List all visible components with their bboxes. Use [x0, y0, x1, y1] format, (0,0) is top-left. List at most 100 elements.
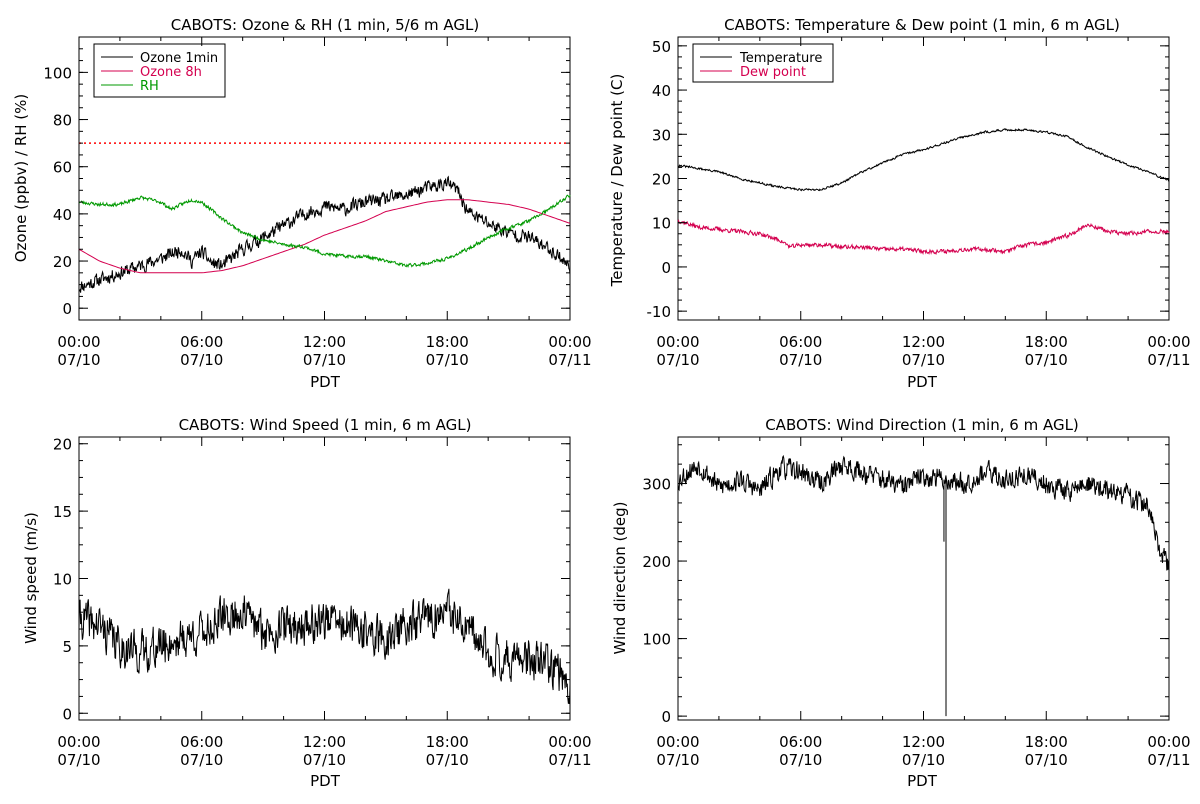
legend-entry: Ozone 8h	[140, 65, 202, 80]
x-tick-date-label: 07/10	[57, 351, 100, 369]
y-tick-label: -10	[647, 303, 672, 321]
series-line	[79, 194, 571, 268]
y-tick-label: 300	[642, 476, 671, 494]
chart-title: CABOTS: Temperature & Dew point (1 min, …	[724, 16, 1120, 34]
x-tick-date-label: 07/11	[1147, 751, 1190, 769]
x-tick-label: 12:00	[902, 733, 945, 751]
y-tick-label: 10	[53, 571, 72, 589]
series-layer	[677, 454, 1170, 717]
legend-entry: Ozone 1min	[140, 51, 218, 66]
y-tick-label: 200	[642, 553, 671, 571]
x-tick-label: 12:00	[303, 733, 346, 751]
y-tick-label: 0	[62, 300, 72, 318]
x-tick-date-label: 07/10	[779, 751, 822, 769]
ticks-layer: 02040608010000:0007/1006:0007/1012:0007/…	[43, 36, 592, 369]
x-tick-date-label: 07/10	[426, 751, 469, 769]
x-tick-label: 00:00	[57, 733, 100, 751]
y-tick-label: 50	[652, 38, 671, 56]
series-line	[677, 219, 1170, 256]
panel-ozone-rh: CABOTS: Ozone & RH (1 min, 5/6 m AGL) Oz…	[12, 16, 592, 391]
legend-entry: Dew point	[740, 65, 806, 80]
y-tick-label: 0	[62, 705, 72, 723]
legend: Temperature Dew point	[692, 43, 834, 83]
y-tick-label: 5	[62, 638, 72, 656]
y-tick-label: 30	[652, 126, 671, 144]
x-tick-date-label: 07/11	[548, 751, 591, 769]
legend-box	[692, 43, 834, 83]
chart-title: CABOTS: Ozone & RH (1 min, 5/6 m AGL)	[171, 16, 479, 34]
x-tick-label: 18:00	[426, 733, 469, 751]
x-tick-label: 00:00	[548, 333, 591, 351]
x-tick-date-label: 07/10	[1025, 751, 1068, 769]
x-tick-label: 00:00	[656, 333, 699, 351]
y-tick-label: 20	[53, 253, 72, 271]
panel-wind-direction: CABOTS: Wind Direction (1 min, 6 m AGL) …	[611, 416, 1191, 790]
series-line	[78, 175, 571, 293]
y-axis-label: Ozone (ppbv) / RH (%)	[12, 94, 30, 263]
x-tick-date-label: 07/10	[902, 751, 945, 769]
x-tick-label: 12:00	[902, 333, 945, 351]
x-tick-date-label: 07/10	[57, 751, 100, 769]
x-tick-label: 00:00	[548, 733, 591, 751]
y-tick-label: 20	[652, 171, 671, 189]
x-tick-label: 00:00	[1147, 733, 1190, 751]
y-tick-label: 100	[642, 631, 671, 649]
x-axis-label: PDT	[310, 772, 341, 790]
y-tick-label: 40	[652, 82, 671, 100]
legend-entry: RH	[140, 79, 159, 94]
y-axis-label: Wind direction (deg)	[611, 502, 629, 655]
series-layer	[78, 142, 571, 293]
y-tick-label: 0	[661, 708, 671, 726]
x-tick-label: 18:00	[426, 333, 469, 351]
series-line	[78, 199, 571, 274]
series-line	[677, 454, 1170, 571]
series-layer	[677, 128, 1170, 256]
y-tick-label: 10	[652, 215, 671, 233]
x-tick-label: 00:00	[57, 333, 100, 351]
x-tick-label: 18:00	[1025, 333, 1068, 351]
legend-box	[93, 43, 226, 98]
x-axis-label: PDT	[907, 373, 938, 391]
ticks-layer: -100102030405000:0007/1006:0007/1012:000…	[647, 37, 1191, 369]
x-tick-label: 00:00	[1147, 333, 1190, 351]
y-tick-label: 60	[53, 159, 72, 177]
legend-entry: Temperature	[739, 51, 822, 66]
x-tick-label: 00:00	[656, 733, 699, 751]
x-axis-label: PDT	[907, 772, 938, 790]
y-tick-label: 0	[661, 259, 671, 277]
y-tick-label: 40	[53, 206, 72, 224]
series-line	[78, 588, 571, 705]
x-axis-label: PDT	[310, 373, 341, 391]
x-tick-date-label: 07/11	[548, 351, 591, 369]
x-tick-label: 06:00	[779, 333, 822, 351]
x-tick-date-label: 07/10	[1025, 351, 1068, 369]
ticks-layer: 0510152000:0007/1006:0007/1012:0007/1018…	[53, 436, 592, 769]
panel-wind-speed: CABOTS: Wind Speed (1 min, 6 m AGL) Wind…	[22, 416, 592, 790]
x-tick-date-label: 07/11	[1147, 351, 1190, 369]
x-tick-date-label: 07/10	[656, 751, 699, 769]
y-tick-label: 20	[53, 436, 72, 454]
y-axis-label: Wind speed (m/s)	[22, 512, 40, 644]
x-tick-date-label: 07/10	[180, 751, 223, 769]
x-tick-label: 12:00	[303, 333, 346, 351]
y-tick-label: 80	[53, 112, 72, 130]
x-tick-date-label: 07/10	[656, 351, 699, 369]
x-tick-label: 06:00	[180, 733, 223, 751]
series-line	[677, 128, 1170, 192]
ticks-layer: 010020030000:0007/1006:0007/1012:0007/10…	[642, 437, 1191, 769]
y-tick-label: 15	[53, 503, 72, 521]
x-tick-label: 06:00	[779, 733, 822, 751]
chart-title: CABOTS: Wind Direction (1 min, 6 m AGL)	[765, 416, 1079, 434]
x-tick-date-label: 07/10	[303, 751, 346, 769]
x-tick-date-label: 07/10	[779, 351, 822, 369]
y-axis-label: Temperature / Dew point (C)	[608, 74, 626, 288]
x-tick-label: 18:00	[1025, 733, 1068, 751]
x-tick-date-label: 07/10	[180, 351, 223, 369]
series-layer	[78, 588, 571, 705]
plot-frame	[78, 436, 571, 721]
x-tick-date-label: 07/10	[303, 351, 346, 369]
y-tick-label: 100	[43, 64, 72, 82]
x-tick-date-label: 07/10	[426, 351, 469, 369]
